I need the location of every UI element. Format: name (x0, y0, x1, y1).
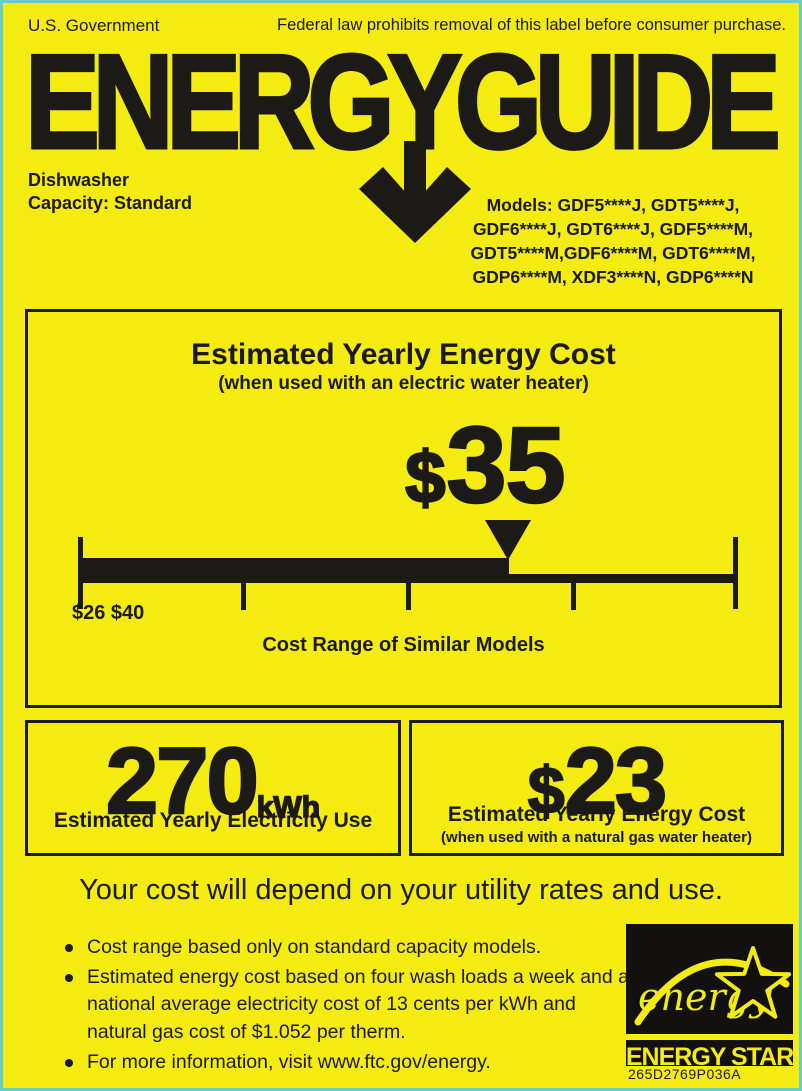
electricity-use-label: Estimated Yearly Electricity Use (53, 809, 373, 832)
cost-amount: 35 (445, 403, 567, 527)
bullet-icon (65, 944, 73, 952)
cost-range-scale (78, 532, 738, 612)
footnote-item: Estimated energy cost based on four wash… (65, 964, 640, 1047)
energyguide-logo: ENERGYGUIDE (24, 26, 783, 177)
footnote-text: Cost range based only on standard capaci… (87, 936, 542, 958)
utility-rates-disclaimer: Your cost will depend on your utility ra… (79, 874, 723, 906)
energy-star-wordmark: ENERGY STAR (626, 1043, 793, 1066)
us-government-text: U.S. Government (28, 16, 160, 35)
bullet-icon (65, 1058, 73, 1067)
down-arrow-icon (359, 141, 471, 243)
star-icon (714, 946, 792, 1019)
scale-tick (241, 574, 246, 610)
federal-law-notice: Federal law prohibits removal of this la… (276, 16, 786, 34)
footnote-item: Cost range based only on standard capaci… (65, 934, 640, 962)
gas-cost-label: Estimated Yearly Energy Cost (447, 803, 746, 826)
currency-symbol: $ (404, 437, 447, 520)
model-numbers: Models: GDF5****J, GDT5****J, GDF6****J,… (433, 193, 793, 290)
footnotes-list: Cost range based only on standard capaci… (65, 934, 640, 1078)
gas-cost-box: $23 Estimated Yearly Energy Cost (when u… (409, 720, 784, 856)
footnote-text: Estimated energy cost based on four wash… (87, 965, 629, 1044)
scale-tick (571, 574, 576, 610)
currency-symbol: $ (527, 752, 566, 828)
energy-star-logo: energy ENERGY STAR (626, 924, 793, 1066)
gas-cost-value: $23 (412, 727, 781, 835)
product-type: Dishwasher (28, 170, 130, 190)
gas-cost-amount: 23 (563, 727, 668, 835)
panel-subtitle: (when used with an electric water heater… (218, 373, 589, 394)
models-line: GDT5****M,GDF6****M, GDT6****M, (470, 243, 756, 264)
scale-filled-bar (78, 558, 509, 583)
yearly-energy-cost-panel: Estimated Yearly Energy Cost (when used … (25, 309, 782, 708)
part-number: 265D2769P036A (628, 1066, 742, 1082)
scale-tick (406, 574, 411, 610)
electricity-use-box: 270kWh Estimated Yearly Electricity Use (25, 720, 401, 856)
gas-cost-sublabel: (when used with a natural gas water heat… (441, 829, 752, 846)
scale-tick-min (78, 537, 83, 609)
models-line: GDF6****J, GDT6****J, GDF5****M, (472, 219, 754, 240)
panel-title: Estimated Yearly Energy Cost (191, 338, 616, 371)
bullet-icon (65, 973, 73, 982)
scale-range-labels: $26 $40 (72, 602, 145, 624)
models-line: GDP6****M, XDF3****N, GDP6****N (472, 267, 754, 288)
product-capacity: Capacity: Standard (28, 193, 193, 213)
models-line: Models: GDF5****J, GDT5****J, (486, 195, 740, 215)
kwh-amount: 270 (105, 727, 260, 835)
scale-tick-max (733, 537, 738, 609)
estimated-cost-value: $35 (380, 402, 590, 527)
electricity-use-value: 270kWh (28, 727, 398, 835)
scale-caption: Cost Range of Similar Models (262, 634, 545, 656)
footnote-item: For more information, visit www.ftc.gov/… (65, 1049, 640, 1077)
cost-marker-triangle-icon (485, 520, 531, 560)
footnote-text: For more information, visit www.ftc.gov/… (87, 1050, 491, 1073)
kwh-unit: kWh (256, 790, 321, 825)
